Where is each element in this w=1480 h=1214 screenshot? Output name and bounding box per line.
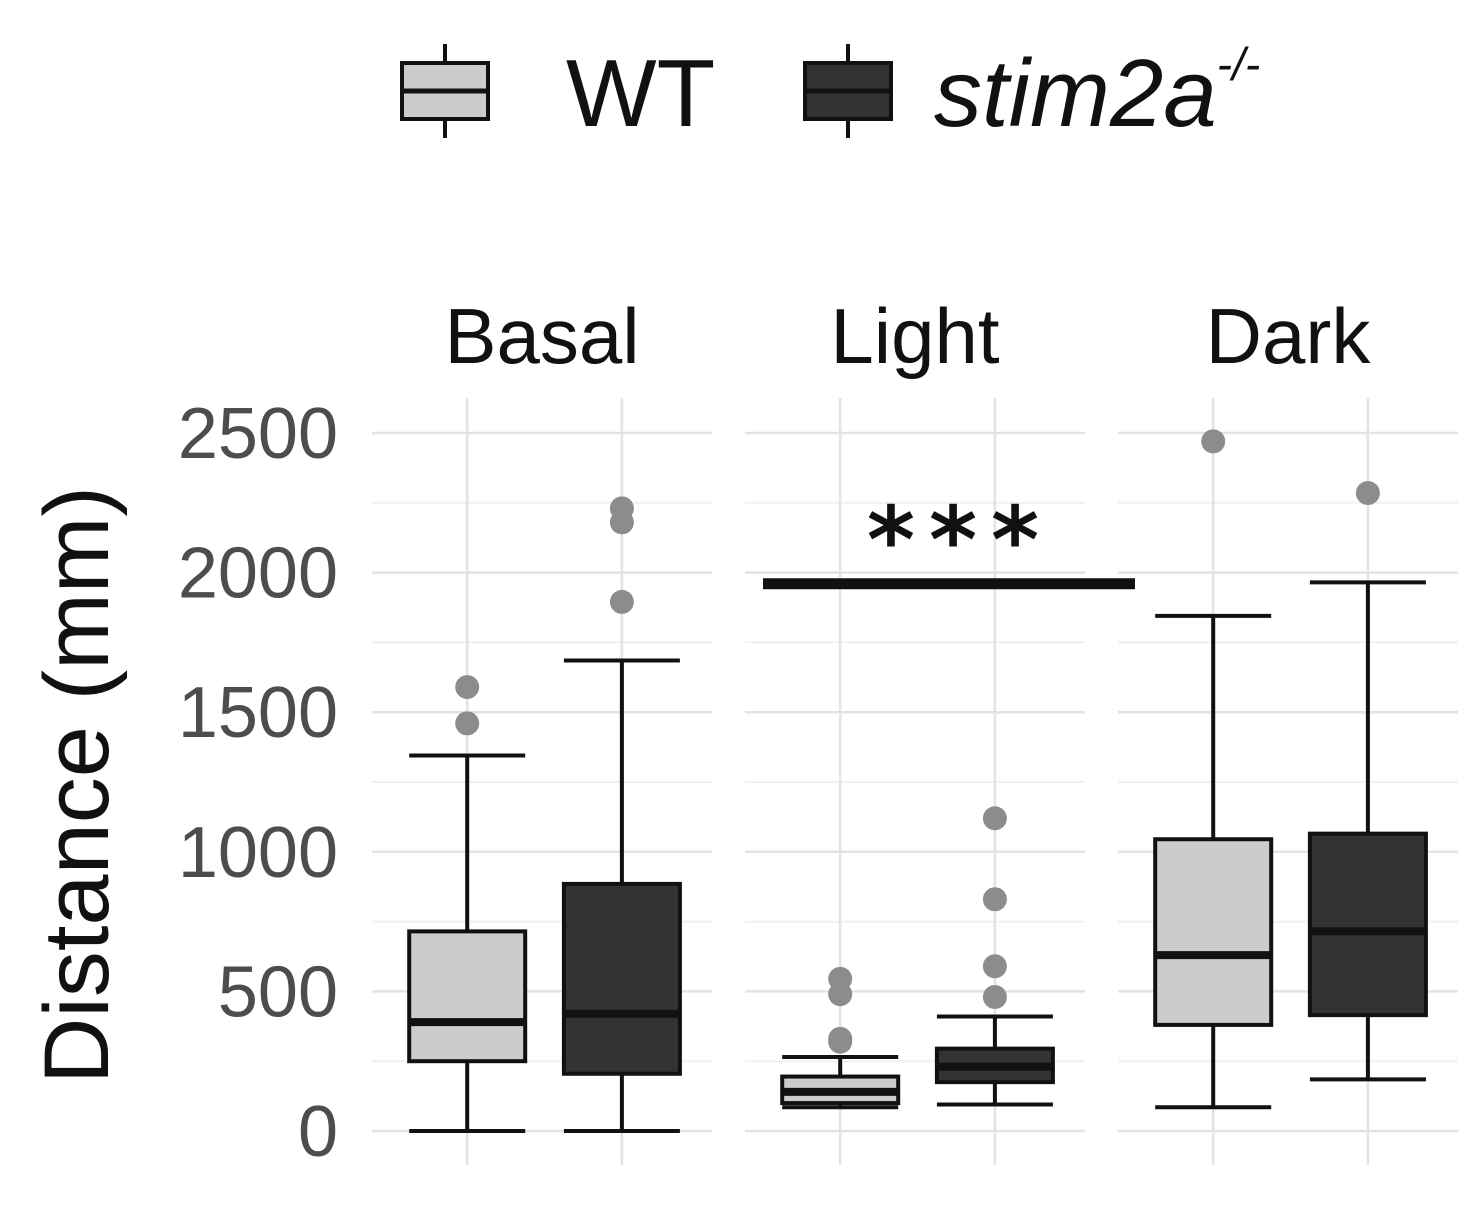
- y-axis-title: Distance (mm): [26, 486, 128, 1084]
- y-tick-label: 500: [218, 952, 338, 1032]
- box-iqr: [561, 881, 682, 1076]
- facet-label: Dark: [1206, 292, 1372, 380]
- box-iqr: [1153, 837, 1274, 1027]
- outlier-point: [609, 589, 634, 614]
- facet-panel-dark: Dark: [1153, 292, 1428, 1110]
- y-tick-label: 0: [298, 1092, 338, 1172]
- y-tick-label: 1500: [178, 673, 338, 753]
- outlier-point: [982, 954, 1007, 979]
- outlier-point: [1355, 481, 1380, 506]
- facets: Basal Light *** Dark: [407, 292, 1428, 1133]
- outlier-point: [828, 966, 853, 991]
- outlier-point: [982, 887, 1007, 912]
- outlier-point: [455, 711, 480, 736]
- facet-panel-light: Light ***: [763, 292, 1135, 1110]
- box-wt: [1153, 429, 1274, 1110]
- box-mut: [561, 496, 682, 1133]
- outlier-point: [982, 984, 1007, 1009]
- box-wt: [407, 675, 528, 1133]
- outlier-point: [982, 806, 1007, 831]
- box-mut: [934, 806, 1055, 1107]
- facet-label: Light: [830, 292, 999, 380]
- legend-item-wt: WT: [400, 40, 715, 147]
- outlier-point: [609, 496, 634, 521]
- outlier-point: [1201, 429, 1226, 454]
- legend-label: WT: [566, 40, 715, 147]
- facet-label: Basal: [444, 292, 639, 380]
- y-tick-label: 2500: [178, 394, 338, 474]
- legend: WT stim2a-/-: [400, 38, 1260, 147]
- outlier-point: [828, 1026, 853, 1051]
- y-tick-label: 2000: [178, 534, 338, 614]
- significance-label: ***: [867, 487, 1053, 594]
- box-mut: [1307, 481, 1428, 1082]
- box-iqr: [1307, 831, 1428, 1018]
- y-axis: 0 500 1000 1500 2000 2500: [178, 394, 338, 1172]
- y-tick-label: 1000: [178, 813, 338, 893]
- box-iqr: [407, 929, 528, 1064]
- box-wt: [780, 966, 901, 1110]
- facet-panel-basal: Basal: [407, 292, 682, 1133]
- outlier-point: [455, 675, 480, 700]
- legend-item-mut: stim2a-/-: [803, 38, 1260, 147]
- legend-label: stim2a-/-: [934, 38, 1260, 147]
